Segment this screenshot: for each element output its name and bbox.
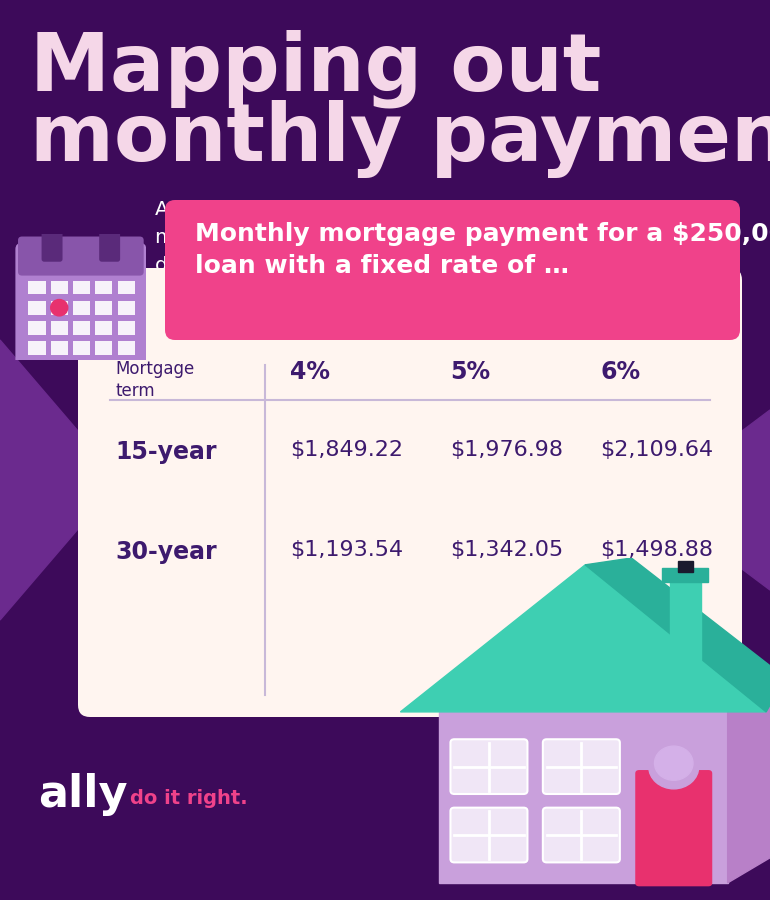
FancyBboxPatch shape: [73, 341, 90, 355]
Text: Mapping out: Mapping out: [30, 30, 601, 109]
FancyBboxPatch shape: [99, 231, 120, 262]
Text: 30-year: 30-year: [115, 540, 216, 564]
FancyBboxPatch shape: [28, 321, 45, 335]
Polygon shape: [0, 340, 120, 620]
Polygon shape: [662, 568, 708, 582]
Circle shape: [654, 746, 693, 780]
FancyBboxPatch shape: [73, 301, 90, 315]
Polygon shape: [400, 565, 766, 712]
FancyBboxPatch shape: [42, 231, 62, 262]
FancyBboxPatch shape: [635, 770, 712, 886]
Polygon shape: [650, 410, 770, 590]
Text: $1,498.88: $1,498.88: [600, 540, 713, 560]
Text: do it right.: do it right.: [130, 788, 248, 807]
FancyBboxPatch shape: [450, 739, 527, 794]
Text: 4%: 4%: [290, 360, 330, 384]
Circle shape: [648, 744, 699, 788]
FancyBboxPatch shape: [95, 301, 112, 315]
Text: Monthly mortgage payment for a $250,000
loan with a fixed rate of …: Monthly mortgage payment for a $250,000 …: [195, 222, 770, 277]
Text: $1,976.98: $1,976.98: [450, 440, 563, 460]
FancyBboxPatch shape: [78, 268, 742, 717]
FancyBboxPatch shape: [543, 739, 620, 794]
FancyBboxPatch shape: [165, 200, 740, 340]
Text: A fixed-rate mortgage means more predictable
monthly payments, but what that exp: A fixed-rate mortgage means more predict…: [155, 200, 701, 303]
Text: 5%: 5%: [450, 360, 490, 384]
FancyBboxPatch shape: [95, 341, 112, 355]
Text: $1,342.05: $1,342.05: [450, 540, 563, 560]
FancyBboxPatch shape: [51, 321, 68, 335]
FancyBboxPatch shape: [73, 321, 90, 335]
FancyBboxPatch shape: [118, 281, 135, 294]
FancyBboxPatch shape: [28, 281, 45, 294]
FancyBboxPatch shape: [51, 281, 68, 294]
Text: 6%: 6%: [600, 360, 640, 384]
FancyBboxPatch shape: [118, 321, 135, 335]
Text: monthly payments.: monthly payments.: [30, 100, 770, 178]
Text: $1,193.54: $1,193.54: [290, 540, 403, 560]
FancyBboxPatch shape: [95, 281, 112, 294]
FancyBboxPatch shape: [28, 341, 45, 355]
Text: ally: ally: [38, 773, 128, 816]
FancyBboxPatch shape: [543, 807, 620, 862]
Polygon shape: [678, 562, 693, 572]
FancyBboxPatch shape: [51, 341, 68, 355]
Polygon shape: [728, 678, 770, 883]
Text: $2,109.64: $2,109.64: [600, 440, 713, 460]
Polygon shape: [585, 558, 770, 712]
FancyBboxPatch shape: [73, 281, 90, 294]
FancyBboxPatch shape: [15, 243, 146, 366]
FancyBboxPatch shape: [18, 237, 144, 275]
Polygon shape: [439, 712, 728, 883]
FancyBboxPatch shape: [118, 341, 135, 355]
Circle shape: [51, 300, 68, 316]
FancyBboxPatch shape: [51, 301, 68, 315]
Text: Mortgage
term: Mortgage term: [115, 360, 194, 400]
Text: 15-year: 15-year: [115, 440, 216, 464]
Polygon shape: [670, 575, 701, 661]
Text: $1,849.22: $1,849.22: [290, 440, 403, 460]
FancyBboxPatch shape: [118, 301, 135, 315]
FancyBboxPatch shape: [95, 321, 112, 335]
FancyBboxPatch shape: [450, 807, 527, 862]
FancyBboxPatch shape: [28, 301, 45, 315]
